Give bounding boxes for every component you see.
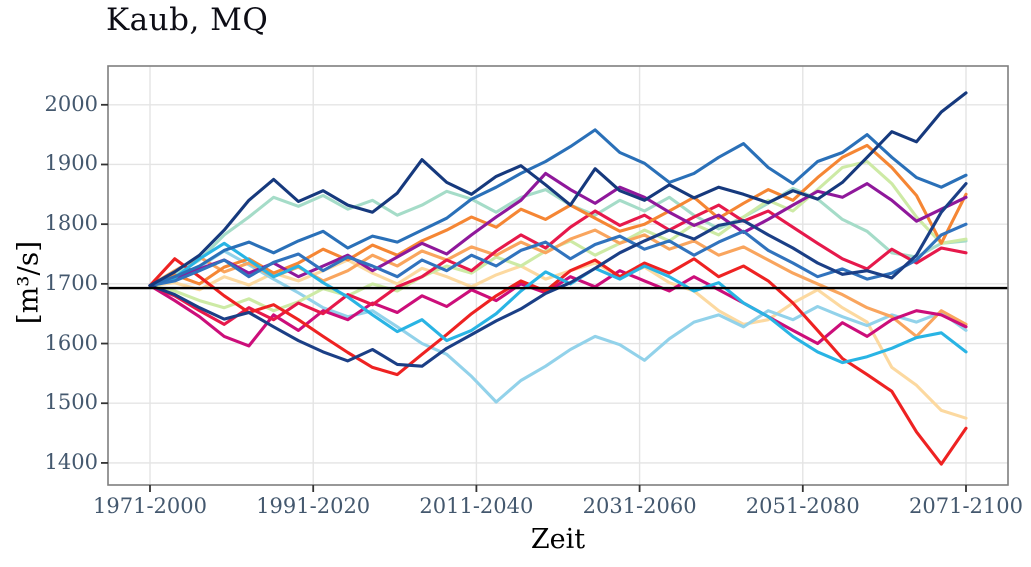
series-line-orange [148,143,968,288]
y-tick-label-1500: 1500 [44,390,98,415]
x-tick-label-2: 2011-2040 [419,494,534,518]
plot-border [107,65,1009,486]
x-tick-label-3: 2031-2060 [582,494,697,518]
x-tick-label-0: 1971-2000 [93,494,207,518]
x-tick-label-1: 1991-2020 [256,494,371,518]
series-line-red [148,257,968,466]
y-tick-label-1900: 1900 [44,151,98,176]
series-line-sky-pale [148,249,968,404]
series-line-magenta [148,269,968,348]
series-line-cyan [148,241,968,365]
series-line-teal-pale [148,186,968,288]
y-tick-label-1800: 1800 [44,211,98,236]
series-line-steel-blue [148,222,968,288]
y-tick-label-2000: 2000 [44,91,98,116]
series-line-cream [148,258,968,420]
x-axis-label: Zeit [530,524,586,555]
series-line-medium-blue [148,128,968,288]
chart-title: Kaub, MQ [106,2,269,38]
y-tick-label-1700: 1700 [44,270,98,295]
y-tick-label-1400: 1400 [44,449,98,474]
series-line-navy-1 [148,91,968,288]
x-tick-label-5: 2071-2100 [909,494,1023,518]
y-tick-label-1600: 1600 [44,330,98,355]
x-tick-label-4: 2051-2080 [745,494,860,518]
